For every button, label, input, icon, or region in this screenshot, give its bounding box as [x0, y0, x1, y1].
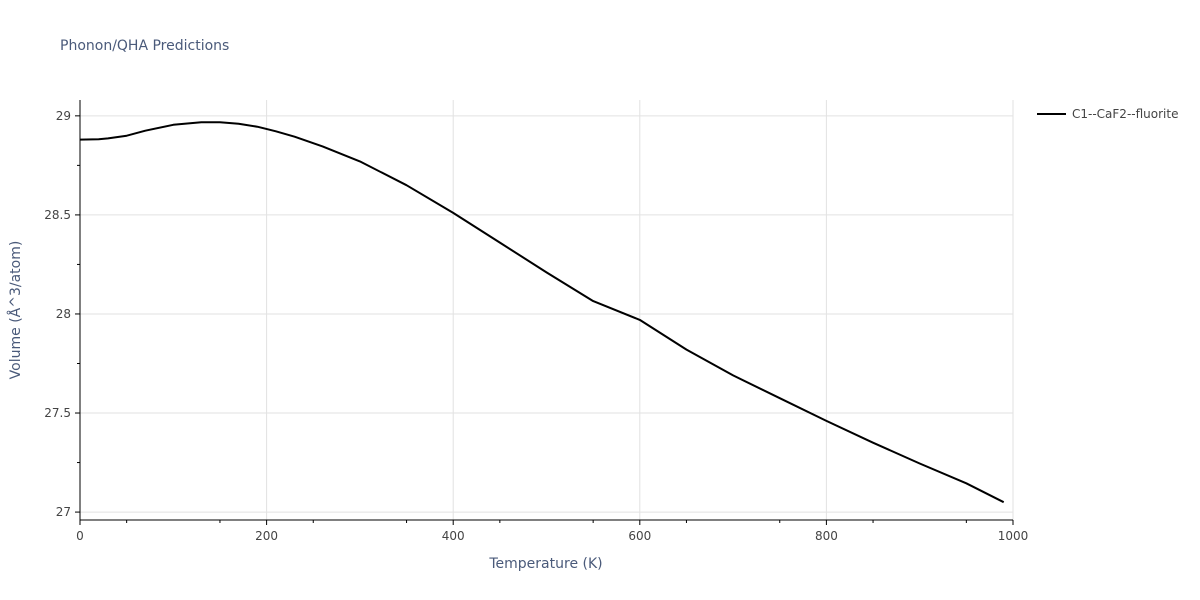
y-tick-label: 27.5 — [44, 406, 71, 420]
x-tick-label: 600 — [628, 529, 651, 543]
grid — [80, 100, 1014, 520]
y-tick-label: 29 — [56, 109, 71, 123]
axes — [75, 100, 1014, 525]
series-group — [79, 121, 1005, 504]
x-tick-label: 0 — [76, 529, 84, 543]
series-line — [79, 121, 1005, 504]
legend-label: C1--CaF2--fluorite — [1072, 107, 1178, 121]
x-tick-label: 200 — [255, 529, 278, 543]
x-axis-title: Temperature (K) — [488, 556, 602, 572]
y-tick-label: 27 — [56, 505, 71, 519]
y-axis-title: Volume (Å^3/atom) — [7, 241, 24, 380]
x-tick-label: 1000 — [998, 529, 1029, 543]
chart-title: Phonon/QHA Predictions — [60, 38, 229, 54]
y-tick-label: 28 — [56, 307, 71, 321]
legend[interactable]: C1--CaF2--fluorite — [1037, 107, 1178, 121]
x-tick-label: 800 — [815, 529, 838, 543]
y-tick-label: 28.5 — [44, 208, 71, 222]
tick-labels: 0 200 400 600 800 1000 27 27.5 28 28.5 29 — [44, 109, 1028, 543]
x-tick-label: 400 — [442, 529, 465, 543]
